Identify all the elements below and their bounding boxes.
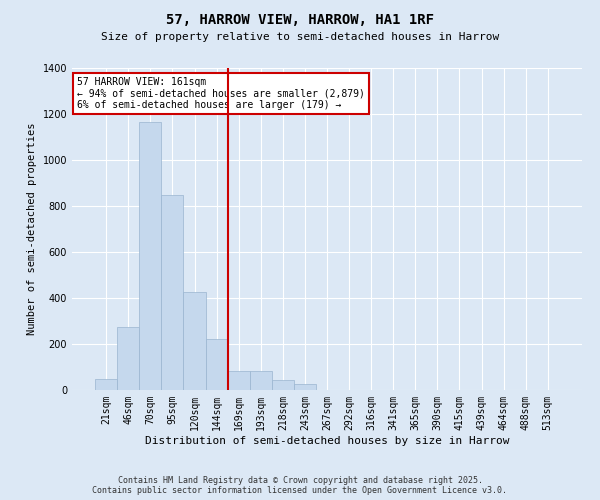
X-axis label: Distribution of semi-detached houses by size in Harrow: Distribution of semi-detached houses by … <box>145 436 509 446</box>
Text: Contains HM Land Registry data © Crown copyright and database right 2025.
Contai: Contains HM Land Registry data © Crown c… <box>92 476 508 495</box>
Bar <box>117 328 139 390</box>
Bar <box>184 292 206 390</box>
Bar <box>206 340 227 390</box>
Text: 57, HARROW VIEW, HARROW, HA1 1RF: 57, HARROW VIEW, HARROW, HA1 1RF <box>166 12 434 26</box>
Bar <box>95 379 117 390</box>
Bar <box>294 384 316 390</box>
Bar <box>227 371 250 390</box>
Bar <box>272 380 294 390</box>
Y-axis label: Number of semi-detached properties: Number of semi-detached properties <box>27 122 37 335</box>
Text: 57 HARROW VIEW: 161sqm
← 94% of semi-detached houses are smaller (2,879)
6% of s: 57 HARROW VIEW: 161sqm ← 94% of semi-det… <box>77 77 365 110</box>
Text: Size of property relative to semi-detached houses in Harrow: Size of property relative to semi-detach… <box>101 32 499 42</box>
Bar <box>250 371 272 390</box>
Bar <box>161 196 184 390</box>
Bar <box>139 122 161 390</box>
